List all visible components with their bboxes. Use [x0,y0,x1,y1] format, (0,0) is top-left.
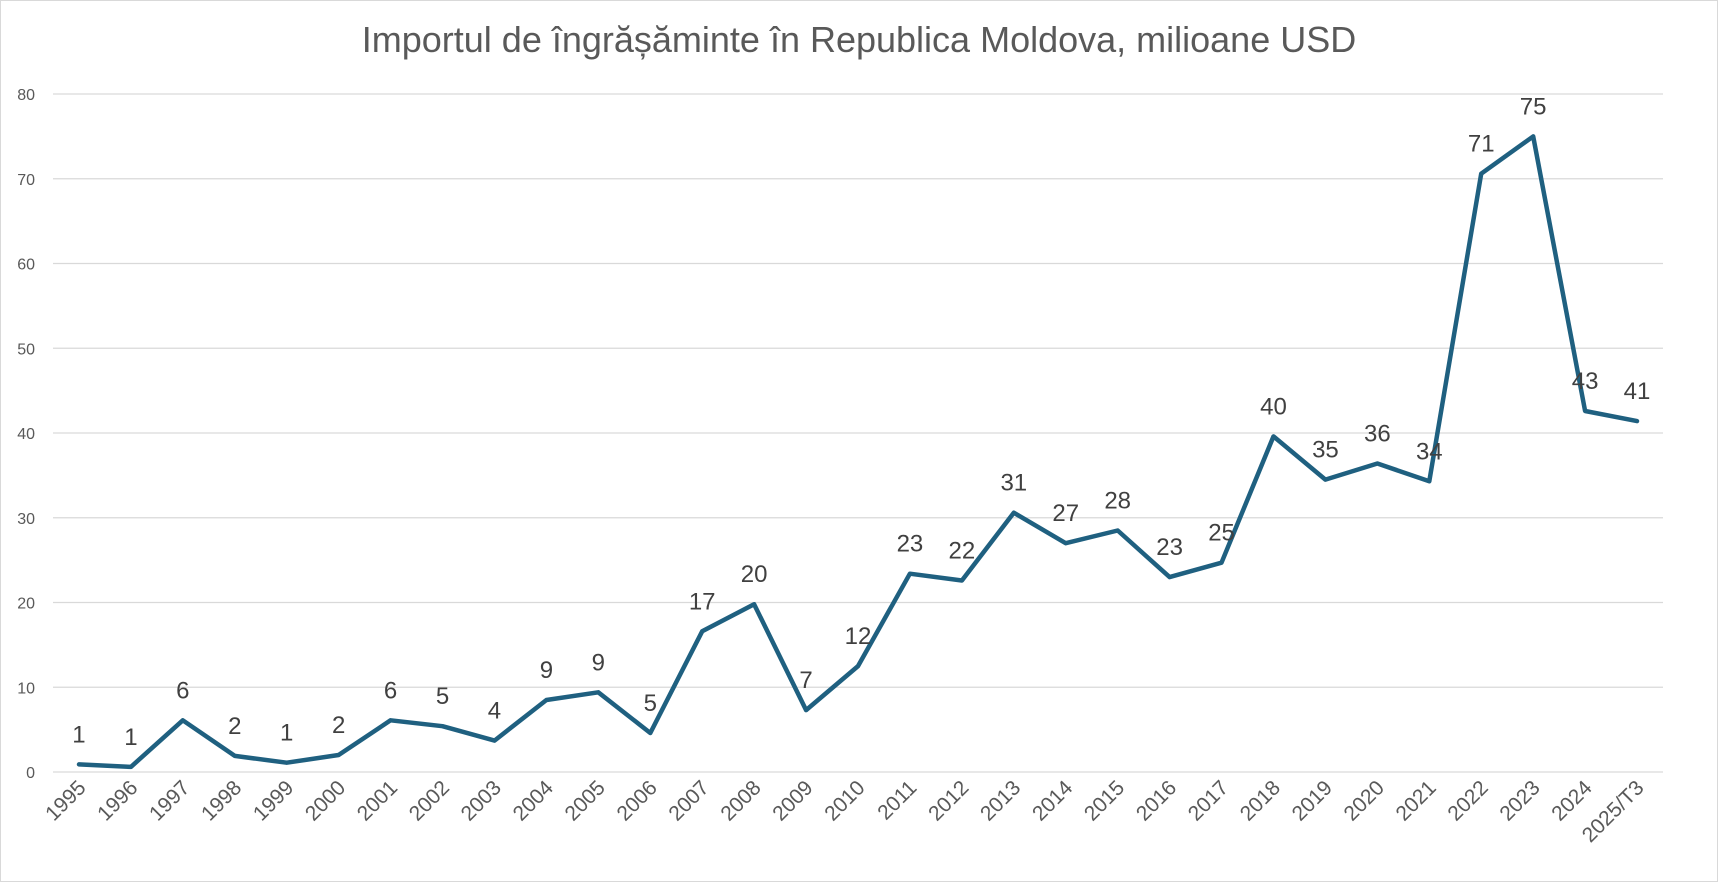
data-label: 35 [1312,437,1339,464]
y-tick-label: 20 [17,596,35,613]
data-label: 23 [1156,534,1183,561]
data-label: 6 [384,677,397,704]
data-label: 5 [644,690,657,717]
x-tick-label: 2007 [664,776,713,825]
x-tick-label: 2004 [509,776,559,826]
x-tick-label: 1998 [197,776,246,825]
data-label: 22 [949,537,976,564]
x-tick-label: 2002 [405,776,454,825]
x-tick-label: 2019 [1288,776,1337,825]
data-label: 41 [1624,378,1651,405]
x-tick-label: 2009 [768,776,817,825]
x-tick-label: 2023 [1495,776,1544,825]
x-tick-label: 2005 [561,776,610,825]
data-label: 28 [1104,487,1131,514]
data-label: 9 [540,657,553,684]
x-tick-label: 1999 [249,776,298,825]
x-tick-label: 2014 [1028,776,1078,826]
data-label: 1 [280,720,293,747]
data-label: 71 [1468,131,1495,158]
y-axis-ticks: 0 10 20 30 40 50 60 70 80 [17,87,35,782]
data-label: 25 [1208,520,1235,547]
data-label: 17 [689,588,716,615]
data-label: 31 [1000,470,1027,497]
data-label: 75 [1520,93,1547,120]
x-tick-label: 2008 [716,776,765,825]
x-tick-label: 2001 [353,776,402,825]
data-label: 34 [1416,438,1443,465]
x-tick-label: 2017 [1184,776,1233,825]
x-tick-label: 2015 [1080,776,1129,825]
x-tick-label: 2020 [1340,776,1389,825]
data-label: 7 [799,667,812,694]
x-tick-label: 2018 [1236,776,1285,825]
x-tick-label: 2012 [924,776,973,825]
x-tick-label: 2016 [1132,776,1181,825]
data-label: 9 [592,649,605,676]
data-label: 20 [741,561,768,588]
data-label: 43 [1572,368,1599,395]
x-tick-label: 1995 [41,776,90,825]
y-tick-label: 60 [17,257,35,274]
series-line [76,134,1640,770]
data-label: 12 [845,623,872,650]
data-label: 36 [1364,421,1391,448]
x-tick-label: 1997 [145,776,194,825]
y-tick-label: 10 [17,680,35,697]
x-tick-label: 2000 [301,776,350,825]
data-label: 4 [488,698,501,725]
x-tick-label: 2022 [1443,776,1492,825]
data-label: 40 [1260,393,1287,420]
x-tick-label: 2010 [820,776,869,825]
y-tick-label: 30 [17,511,35,528]
data-label: 23 [897,531,924,558]
gridlines [53,93,1663,773]
data-label: 27 [1052,500,1079,527]
y-tick-label: 0 [26,765,35,782]
data-label: 2 [228,713,241,740]
x-tick-label: 2021 [1392,776,1441,825]
series-group [76,134,1640,770]
x-tick-label: 2003 [457,776,506,825]
x-tick-label: 2011 [873,776,921,824]
x-tick-label: 2006 [612,776,661,825]
data-label: 2 [332,712,345,739]
data-label: 1 [124,724,137,751]
x-axis-ticks: 1995 1996 1997 1998 1999 2000 2001 2002 2003 2004… [41,776,1648,847]
y-tick-label: 40 [17,426,35,443]
y-tick-label: 50 [17,341,35,358]
chart-title: Importul de îngrășăminte în Republica Mo… [361,19,1357,60]
y-tick-label: 70 [17,172,35,189]
x-tick-label: 2013 [976,776,1025,825]
data-label: 1 [72,721,85,748]
data-label: 5 [436,683,449,710]
data-label: 6 [176,677,189,704]
x-tick-label: 1996 [93,776,142,825]
y-tick-label: 80 [17,87,35,104]
